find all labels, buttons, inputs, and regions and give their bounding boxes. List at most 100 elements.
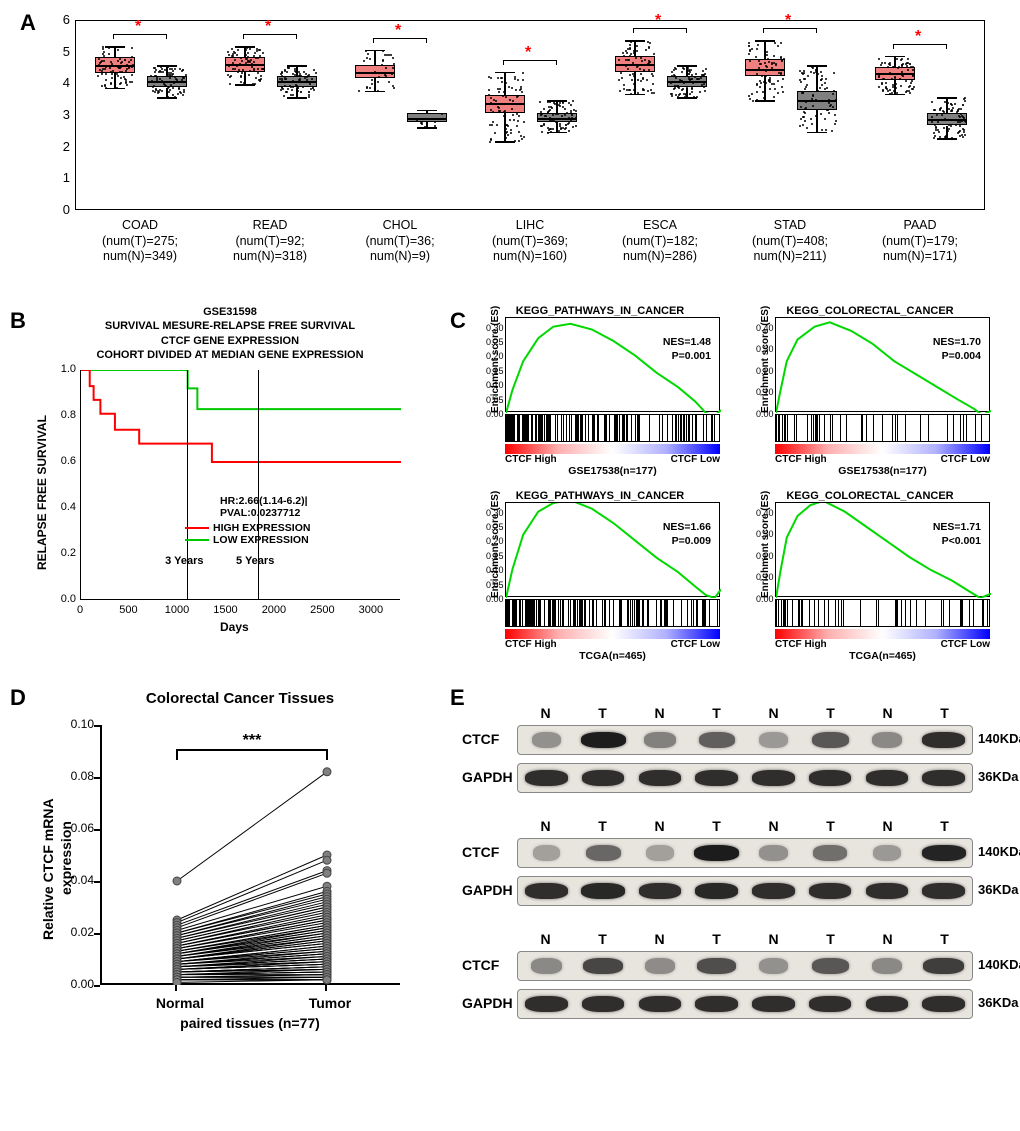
panel-b-xtick: 1500 <box>207 604 243 616</box>
lane-label: N <box>517 931 574 947</box>
boxplot <box>743 21 787 211</box>
protein-label: CTCF <box>462 731 499 747</box>
panel-b-ytick: 0.6 <box>52 455 76 467</box>
gsea-ytick: 0.00 <box>756 594 774 604</box>
panel-d: D Colorectal Cancer Tissues *** 0.000.02… <box>10 680 430 1100</box>
lane-label: N <box>517 705 574 721</box>
gsea-ytick: 0.00 <box>756 409 774 419</box>
sig-marker: * <box>265 18 271 36</box>
gsea-ytick: 0.05 <box>486 395 504 405</box>
gsea-plot: KEGG_COLORECTAL_CANCEREnrichment score (… <box>750 305 990 477</box>
lane-label: N <box>745 818 802 834</box>
panel-a-xlabel: COAD(num(T)=275;num(N)=349) <box>80 218 200 265</box>
lane-label: T <box>916 931 973 947</box>
kda-label: 36KDa <box>978 882 1018 897</box>
gsea-ytick: 0.40 <box>756 323 774 333</box>
gsea-nes: NES=1.71 <box>933 521 981 533</box>
blot-strip <box>517 989 973 1019</box>
panel-d-ytick: 0.02 <box>62 925 94 939</box>
panel-b-xtick: 2500 <box>304 604 340 616</box>
panel-b-ytick: 0.4 <box>52 501 76 513</box>
sig-marker: * <box>525 44 531 62</box>
panel-d-ytick: 0.10 <box>62 717 94 731</box>
lane-label: N <box>859 931 916 947</box>
gsea-plot: KEGG_PATHWAYS_IN_CANCEREnrichment score … <box>480 490 720 662</box>
panel-a-ytick: 5 <box>50 44 70 59</box>
gsea-barcode <box>505 414 720 442</box>
gsea-title: KEGG_COLORECTAL_CANCER <box>750 305 990 317</box>
gsea-barcode <box>775 599 990 627</box>
panel-a-ytick: 6 <box>50 12 70 27</box>
legend-item: HIGH EXPRESSION <box>185 522 310 534</box>
panel-a-xlabel: PAAD(num(T)=179;num(N)=171) <box>860 218 980 265</box>
panel-d-ytick: 0.08 <box>62 769 94 783</box>
gsea-plot: KEGG_COLORECTAL_CANCEREnrichment score (… <box>750 490 990 662</box>
gsea-title: KEGG_PATHWAYS_IN_CANCER <box>480 305 720 317</box>
lane-label: T <box>802 931 859 947</box>
panel-b-label: B <box>10 308 26 334</box>
gsea-gradient <box>775 629 990 639</box>
panel-d-label: D <box>10 685 26 711</box>
year-marker-label: 3 Years <box>165 555 203 567</box>
panel-b-xtick: 500 <box>110 604 146 616</box>
lane-label: N <box>745 931 802 947</box>
svg-text:***: *** <box>243 732 262 749</box>
protein-label: GAPDH <box>462 769 513 785</box>
gsea-ytick: 0.10 <box>486 565 504 575</box>
gsea-cohort: TCGA(n=465) <box>775 650 990 662</box>
kda-label: 36KDa <box>978 995 1018 1010</box>
panel-b-stats: HR:2.66(1.14-6.2)| PVAL:0.0237712 <box>220 495 308 519</box>
panel-a: A * <box>10 10 1010 300</box>
gsea-nes: NES=1.70 <box>933 336 981 348</box>
panel-a-xlabel: STAD(num(T)=408;num(N)=211) <box>730 218 850 265</box>
panel-d-plot: *** <box>100 725 400 985</box>
gsea-ytick: 0.30 <box>756 344 774 354</box>
gsea-ytick: 0.40 <box>756 508 774 518</box>
gsea-cohort: GSE17538(n=177) <box>775 465 990 477</box>
gsea-nes: NES=1.48 <box>663 336 711 348</box>
gsea-ytick: 0.20 <box>756 366 774 376</box>
gsea-title: KEGG_PATHWAYS_IN_CANCER <box>480 490 720 502</box>
panel-e: E NTNTNTNTCTCF140KDaGAPDH36KDaNTNTNTNTCT… <box>450 680 1010 1100</box>
blot-strip <box>517 725 973 755</box>
gsea-gradient <box>505 629 720 639</box>
lane-label: T <box>688 931 745 947</box>
panel-b-ylabel: RELAPSE FREE SURVIVAL <box>35 415 49 570</box>
protein-label: GAPDH <box>462 882 513 898</box>
lane-label: T <box>802 818 859 834</box>
gsea-ytick: 0.00 <box>486 409 504 419</box>
gsea-title: KEGG_COLORECTAL_CANCER <box>750 490 990 502</box>
lane-label: N <box>745 705 802 721</box>
panel-d-ylabel: Relative CTCF mRNA <box>40 798 56 940</box>
kda-label: 36KDa <box>978 769 1018 784</box>
gsea-ytick: 0.20 <box>756 551 774 561</box>
gsea-barcode <box>775 414 990 442</box>
panel-a-ytick: 1 <box>50 170 70 185</box>
gsea-ytick: 0.30 <box>486 508 504 518</box>
panel-b-t2: CTCF GENE EXPRESSION <box>50 334 410 348</box>
lane-label: T <box>688 818 745 834</box>
gsea-xlabel: CTCF HighCTCF Low <box>505 454 720 465</box>
blot-strip <box>517 951 973 981</box>
gsea-ytick: 0.30 <box>486 323 504 333</box>
panel-b-pval: PVAL:0.0237712 <box>220 507 308 519</box>
panel-b-ytick: 0.8 <box>52 409 76 421</box>
legend-item: LOW EXPRESSION <box>185 534 310 546</box>
panel-b-title: GSE31598 SURVIVAL MESURE-RELAPSE FREE SU… <box>50 305 410 362</box>
panel-d-xcat-normal: Normal <box>140 995 220 1011</box>
boxplot <box>925 21 969 211</box>
lane-label: N <box>631 931 688 947</box>
boxplot <box>405 21 449 211</box>
protein-label: CTCF <box>462 844 499 860</box>
boxplot <box>613 21 657 211</box>
lane-label: T <box>916 818 973 834</box>
gsea-xlabel: CTCF HighCTCF Low <box>775 639 990 650</box>
boxplot <box>353 21 397 211</box>
sig-marker: * <box>915 28 921 46</box>
sig-marker: * <box>135 18 141 36</box>
panel-c: C KEGG_PATHWAYS_IN_CANCEREnrichment scor… <box>450 300 1010 670</box>
panel-b-t3: COHORT DIVIDED AT MEDIAN GENE EXPRESSION <box>50 348 410 362</box>
blot-strip <box>517 763 973 793</box>
gsea-area: NES=1.48P=0.001 <box>505 317 720 412</box>
lane-label: N <box>859 705 916 721</box>
